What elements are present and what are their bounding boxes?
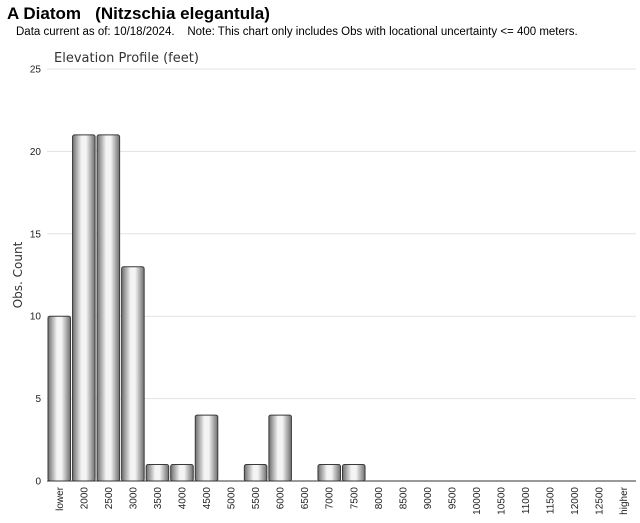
- x-tick-label: 10500: [497, 487, 508, 515]
- x-tick-label: 7000: [325, 487, 336, 510]
- bar-2000: [72, 134, 96, 482]
- data-note: Data current as of: 10/18/2024. Note: Th…: [16, 26, 578, 38]
- x-tick-label: 5500: [251, 487, 262, 510]
- y-tick-label: 15: [30, 229, 42, 240]
- bar-4000: [170, 464, 194, 482]
- x-tick-label: 6500: [300, 487, 311, 510]
- axes: 0 5 10 15 20 25 lower 2000 2500 3000 3500 4000 4500 5…: [30, 65, 636, 515]
- bar-4500: [194, 414, 219, 482]
- bar-7500: [342, 464, 366, 482]
- x-tick-label: 8000: [374, 487, 385, 510]
- x-tick-label: lower: [55, 486, 66, 511]
- y-tick-label: 20: [30, 147, 42, 158]
- page-title: A Diatom (Nitzschia elegantula): [7, 4, 270, 23]
- bar-3000: [121, 266, 145, 482]
- x-tick-label: 9500: [447, 487, 458, 510]
- bar-7000: [317, 464, 342, 482]
- y-tick-label: 25: [30, 65, 42, 76]
- y-tick-label: 5: [35, 394, 41, 405]
- x-tick-label: 3500: [153, 487, 164, 510]
- grid-lines: [47, 68, 636, 400]
- chart-title: Elevation Profile (feet): [54, 51, 199, 66]
- x-tick-label: 7500: [349, 487, 360, 510]
- x-tick-label: 8500: [398, 487, 409, 510]
- bar-3500: [145, 464, 170, 482]
- y-tick-label: 10: [30, 312, 42, 323]
- x-tick-label: 2500: [104, 487, 115, 510]
- x-tick-label: 11500: [546, 487, 557, 515]
- x-tick-label: 3000: [128, 487, 139, 510]
- bar-6000: [268, 414, 292, 482]
- x-tick-label: 12000: [570, 487, 581, 515]
- x-tick-label: higher: [619, 486, 630, 514]
- bar-2500: [96, 134, 121, 482]
- x-tick-label: 9000: [423, 487, 434, 510]
- x-tick-label: 4500: [202, 487, 213, 510]
- y-tick-label: 0: [35, 477, 41, 488]
- x-tick-label: 5000: [227, 487, 238, 510]
- bars: [47, 134, 366, 482]
- bar-5500: [243, 464, 268, 482]
- bar-lower: [47, 315, 72, 482]
- x-tick-label: 12500: [595, 487, 606, 515]
- y-axis-title: Obs. Count: [11, 241, 25, 308]
- x-tick-label: 2000: [79, 487, 90, 510]
- x-tick-label: 4000: [177, 487, 188, 510]
- x-tick-label: 6000: [276, 487, 287, 510]
- x-tick-label: 10000: [472, 487, 483, 515]
- x-tick-label: 11000: [521, 487, 532, 515]
